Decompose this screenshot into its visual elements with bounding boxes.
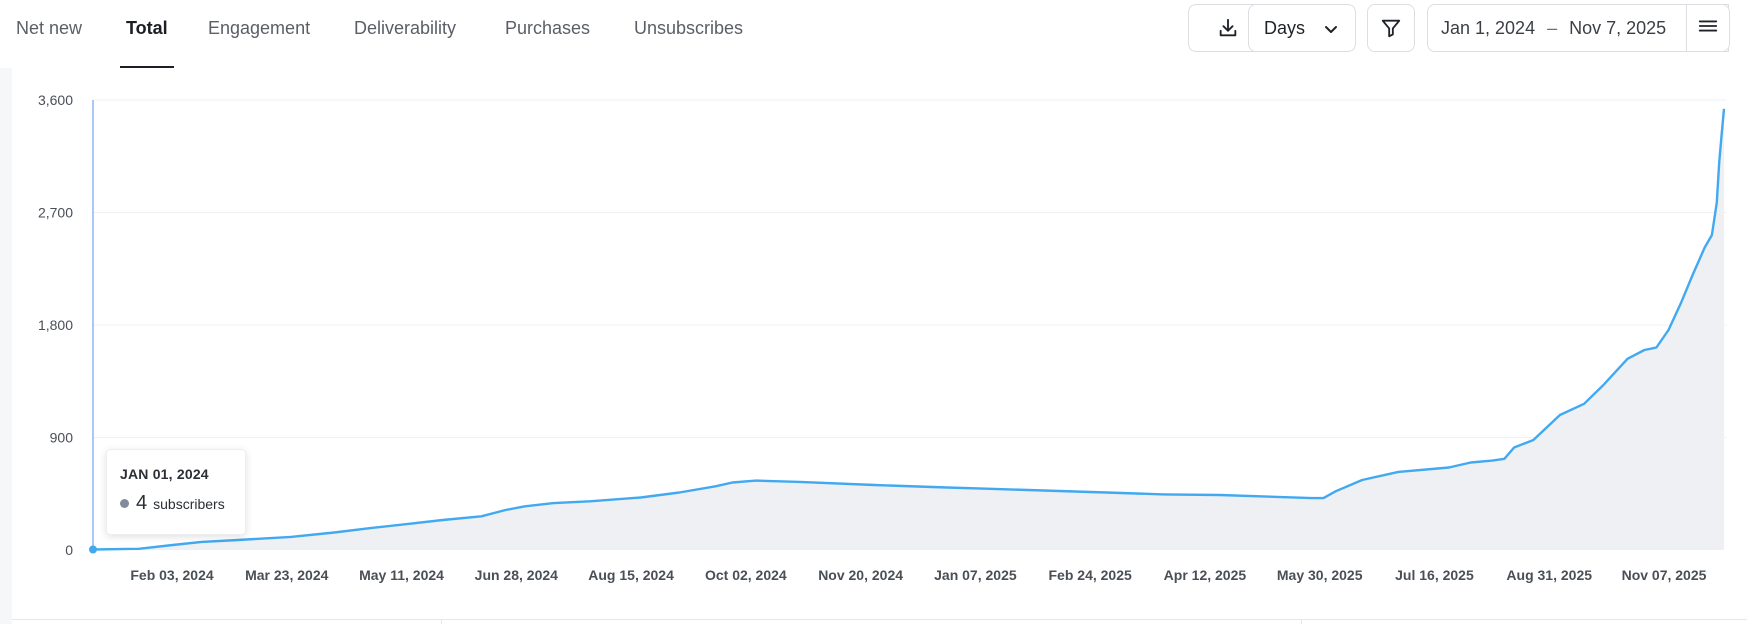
series-color-dot — [120, 499, 129, 508]
x-tick-label: May 11, 2024 — [359, 567, 444, 583]
panel-divider-tick — [1301, 619, 1302, 624]
date-separator: – — [1547, 17, 1558, 38]
tab-total[interactable]: Total — [120, 0, 174, 68]
y-tick-label: 1,800 — [38, 317, 73, 333]
tab-purchases[interactable]: Purchases — [505, 18, 591, 38]
x-tick-label: Feb 24, 2025 — [1049, 567, 1132, 583]
tooltip-value: 4 — [136, 492, 148, 514]
filter-icon — [1380, 17, 1402, 39]
chart-tooltip: JAN 01, 2024 4 subscribers — [106, 449, 246, 535]
y-axis: 0 900 1,800 2,700 3,600 — [38, 92, 73, 558]
x-tick-label: May 30, 2025 — [1277, 567, 1363, 583]
x-tick-label: Jun 28, 2024 — [475, 567, 558, 583]
panel-divider-tick — [441, 619, 442, 624]
date-end: Nov 7, 2025 — [1569, 17, 1667, 38]
chevron-down-icon — [1323, 21, 1339, 37]
tooltip-date: JAN 01, 2024 — [120, 466, 209, 482]
date-start: Jan 1, 2024 — [1441, 17, 1536, 38]
subscribers-line — [92, 108, 1726, 551]
x-tick-label: Aug 15, 2024 — [588, 567, 674, 583]
subscribers-area — [93, 108, 1724, 551]
x-tick-label: Feb 03, 2024 — [130, 567, 213, 583]
tooltip-unit: subscribers — [153, 496, 225, 512]
more-menu-button[interactable] — [1686, 4, 1730, 52]
y-tick-label: 2,700 — [38, 205, 73, 221]
tab-engagement[interactable]: Engagement — [208, 18, 311, 38]
tab-deliverability[interactable]: Deliverability — [354, 18, 457, 38]
y-tick-label: 3,600 — [38, 92, 73, 108]
granularity-label: Days — [1264, 17, 1306, 38]
x-tick-label: Jul 16, 2025 — [1395, 567, 1474, 583]
y-tick-label: 900 — [50, 430, 74, 446]
x-tick-label: Mar 23, 2024 — [245, 567, 328, 583]
hamburger-menu-icon — [1697, 15, 1719, 42]
report-toolbar: Net new Total Engagement Deliverability … — [0, 0, 1747, 69]
filter-button[interactable] — [1367, 4, 1415, 52]
tooltip-value-row: 4 subscribers — [120, 492, 225, 515]
panel-left-border — [0, 68, 12, 624]
tab-unsubscribes[interactable]: Unsubscribes — [634, 18, 744, 38]
x-tick-label: Nov 07, 2025 — [1622, 567, 1707, 583]
x-tick-label: Jan 07, 2025 — [934, 567, 1017, 583]
hover-point[interactable] — [89, 545, 97, 554]
panel-bottom-divider — [12, 619, 1747, 620]
granularity-select[interactable]: Days — [1248, 4, 1356, 52]
tab-net-new[interactable]: Net new — [16, 18, 83, 38]
x-axis: Feb 03, 2024 Mar 23, 2024 May 11, 2024 Jun … — [130, 567, 1706, 583]
date-range-picker[interactable]: Jan 1, 2024 – Nov 7, 2025 — [1427, 4, 1729, 52]
x-tick-label: Apr 12, 2025 — [1164, 567, 1247, 583]
x-tick-label: Nov 20, 2024 — [818, 567, 903, 583]
y-tick-label: 0 — [65, 542, 73, 558]
chart-gridlines — [93, 99, 1727, 438]
x-tick-label: Oct 02, 2024 — [705, 567, 787, 583]
x-tick-label: Aug 31, 2025 — [1506, 567, 1592, 583]
download-icon — [1217, 17, 1239, 39]
